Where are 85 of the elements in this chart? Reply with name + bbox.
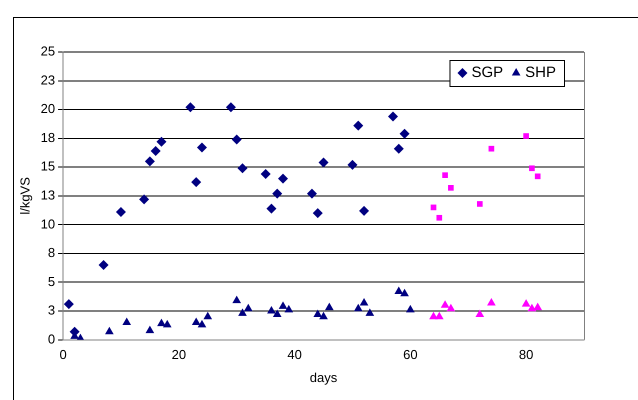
point (475, 309, 484, 317)
y-tick-label: 8 (48, 245, 56, 260)
point (139, 194, 150, 204)
point (116, 207, 126, 218)
point (232, 134, 242, 144)
point (244, 304, 253, 312)
point (105, 326, 114, 334)
point (354, 304, 363, 312)
point (347, 160, 358, 170)
point (196, 142, 207, 153)
point (312, 208, 323, 218)
point (487, 298, 496, 306)
point (144, 156, 155, 166)
x-axis-title: days (310, 370, 338, 385)
y-tick-label: 0 (48, 331, 56, 346)
point (266, 204, 276, 214)
point (150, 146, 161, 156)
point (260, 169, 271, 180)
x-tick-label: 80 (518, 347, 534, 362)
point (272, 188, 282, 199)
y-tick-label: 25 (40, 44, 56, 59)
y-tick-label: 20 (40, 101, 56, 116)
point (284, 304, 294, 312)
point (267, 306, 276, 314)
point (434, 312, 444, 320)
x-tick-label: 0 (59, 347, 67, 362)
point (529, 165, 535, 172)
point (359, 206, 370, 216)
point (400, 288, 409, 296)
point (232, 296, 242, 304)
x-tick-label: 40 (287, 347, 302, 362)
point (122, 318, 132, 326)
point (394, 144, 404, 154)
point (534, 174, 541, 180)
y-tick-label: 10 (40, 216, 56, 232)
y-tick-label: 18 (40, 130, 56, 145)
x-tick-label: 20 (172, 347, 186, 362)
point (191, 177, 202, 188)
y-tick-label: 5 (48, 274, 56, 289)
point (360, 298, 368, 306)
legend-label: SGP (471, 64, 504, 82)
point (366, 308, 374, 316)
point (306, 188, 317, 199)
point (394, 286, 404, 294)
point (203, 312, 212, 320)
point (353, 120, 364, 131)
point (192, 318, 201, 326)
point (488, 146, 494, 152)
point (324, 302, 334, 310)
point (523, 133, 529, 139)
point (156, 136, 166, 147)
point (278, 301, 288, 309)
point (237, 163, 248, 174)
point (446, 304, 456, 312)
legend-label: SHP (525, 64, 556, 82)
point (238, 308, 247, 316)
y-tick-label: 23 (40, 72, 56, 88)
y-tick-label: 13 (40, 187, 56, 202)
point (162, 320, 172, 328)
point (146, 326, 154, 334)
point (440, 300, 450, 308)
point (448, 185, 454, 191)
point (198, 320, 206, 328)
y-axis-title: l/kgVS (17, 176, 32, 215)
point (278, 174, 288, 184)
point (318, 158, 329, 168)
point (226, 102, 236, 112)
y-tick-label: 3 (48, 302, 56, 318)
x-tick-label: 60 (403, 347, 418, 362)
point (319, 312, 328, 320)
y-tick-label: 15 (40, 158, 56, 174)
point (272, 309, 282, 317)
point (522, 299, 530, 307)
point (400, 128, 410, 139)
point (388, 111, 398, 122)
point (406, 304, 415, 312)
point (313, 309, 322, 317)
point (98, 260, 109, 270)
point (185, 102, 196, 112)
point (430, 204, 436, 210)
point (64, 299, 74, 310)
point (436, 214, 442, 221)
point (157, 318, 166, 326)
point (442, 172, 448, 178)
point (476, 201, 483, 207)
